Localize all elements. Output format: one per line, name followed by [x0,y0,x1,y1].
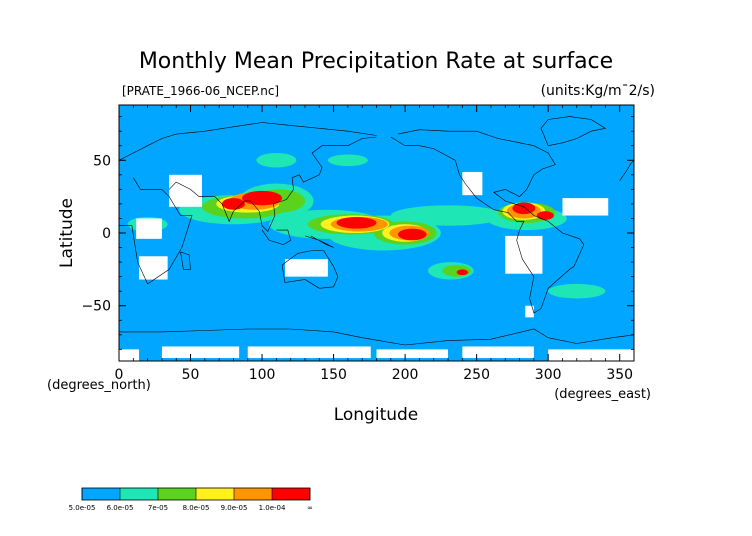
below-range-area [169,174,202,207]
coastline [304,235,334,248]
colorbar-swatch [82,488,120,500]
precip-region [548,283,606,299]
colorbar-swatch [158,488,196,500]
precip-region [397,228,427,241]
precip-region [242,190,283,206]
colorbar-swatch [272,488,310,500]
colorbar-label: ∞ [307,504,313,512]
x-tick-label: 300 [535,367,562,383]
coastline-layer [118,116,635,346]
x-tick-label: 350 [606,367,633,383]
below-range-area [161,346,240,359]
coastline [619,160,635,181]
colorbar-label: 7e-05 [148,504,168,512]
below-range-area [462,346,534,359]
colorbar: 5.0e-05 6.0e-05 7e-05 8.0e-05 9.0e-05 1.0e-04… [69,487,313,512]
coastline [118,177,193,285]
coastline [119,328,635,346]
chart-title: Monthly Mean Precipitation Rate at surfa… [139,49,613,74]
coastline [390,129,585,314]
below-range-area [505,235,543,274]
below-range-area [562,198,609,216]
precip-region [536,211,554,220]
below-range-area [136,218,162,239]
x-tick-label: 50 [182,367,200,383]
below-range-area [284,259,328,277]
y-axis: 50 0 −50 [81,116,634,350]
precip-region [256,153,297,168]
colorbar-swatch [120,488,158,500]
colorbar-swatch [196,488,234,500]
coastline [118,122,377,161]
colorbar-swatch [234,488,272,500]
below-range-area [139,256,168,280]
coastline [261,229,292,245]
x-tick-label: 150 [320,367,347,383]
units-label: (units:Kg/m¯2/s) [541,83,655,99]
colorbar-label: 6.0e-05 [107,504,134,512]
colorbar-label: 8.0e-05 [183,504,210,512]
x-tick-label: 0 [115,367,124,383]
precip-region [456,269,469,276]
precip-region [222,198,245,210]
below-range-area [376,349,449,359]
dataset-label: [PRATE_1966-06_NCEP.nc] [122,84,279,98]
y-tick-label: 50 [93,153,111,169]
y-unit-note: (degrees_north) [47,378,151,393]
x-tick-label: 200 [392,367,419,383]
below-range-area [462,171,483,196]
white-area-layer [119,171,634,361]
coastline [180,251,191,270]
colorbar-label: 5.0e-05 [69,504,96,512]
x-tick-label: 100 [249,367,276,383]
y-axis-title: Latitude [57,198,77,268]
coastline [168,136,377,233]
colorbar-label: 1.0e-04 [259,504,286,512]
below-range-area [525,305,534,318]
below-range-area [548,349,634,361]
x-tick-label: 250 [463,367,490,383]
precip-region [336,217,377,229]
y-tick-label: 0 [102,226,111,242]
plot-area [118,104,635,362]
below-range-area [119,349,140,361]
x-axis-title: Longitude [334,405,419,425]
precip-region [512,202,536,215]
coastline [540,116,607,146]
precip-region [327,154,368,167]
colorbar-label: 9.0e-05 [221,504,248,512]
coastline [281,250,339,289]
x-axis: 0 50 100 150 200 250 300 350 [115,105,633,383]
x-unit-note: (degrees_east) [554,387,651,402]
y-tick-label: −50 [81,299,111,315]
below-range-area [247,346,371,359]
